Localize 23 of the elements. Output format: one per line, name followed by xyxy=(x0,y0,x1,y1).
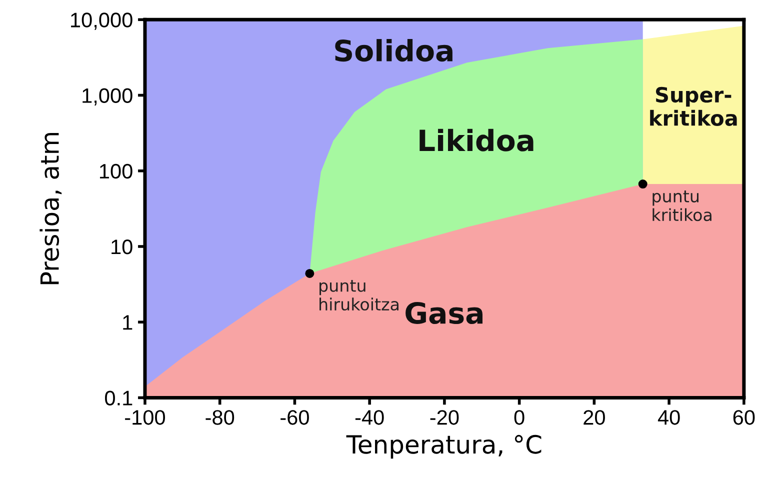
x-tick-label: -60 xyxy=(280,410,309,425)
series-label: Likidoa xyxy=(420,128,534,152)
series-label: Super- kritikoa xyxy=(650,86,737,126)
series-label: Gasa xyxy=(406,302,482,324)
x-tick-label: 40 xyxy=(658,410,680,425)
x-tick-label: -80 xyxy=(206,410,234,425)
y-tick-label: 10,000 xyxy=(71,12,132,30)
x-axis-title: Tenperatura, °C xyxy=(346,434,542,459)
annotation: puntu kritikoa xyxy=(652,190,712,222)
annotation: puntu hirukoitza xyxy=(320,280,398,311)
y-tick-label: 0.1 xyxy=(105,390,132,406)
series-label: Solidoa xyxy=(335,39,452,62)
y-axis-title: Presioa, atm xyxy=(40,132,62,284)
y-tick-label: 1 xyxy=(123,315,132,330)
x-tick-label: 20 xyxy=(584,410,605,425)
x-tick-label: -100 xyxy=(125,410,166,425)
y-tick-label: 10 xyxy=(112,239,132,254)
x-tick-label: -40 xyxy=(355,410,384,425)
x-tick-label: 60 xyxy=(733,410,755,425)
x-tick-label: 0 xyxy=(514,410,524,425)
y-tick-label: 100 xyxy=(100,164,132,179)
y-tick-label: 1,000 xyxy=(82,88,132,106)
x-tick-label: -20 xyxy=(430,410,459,425)
